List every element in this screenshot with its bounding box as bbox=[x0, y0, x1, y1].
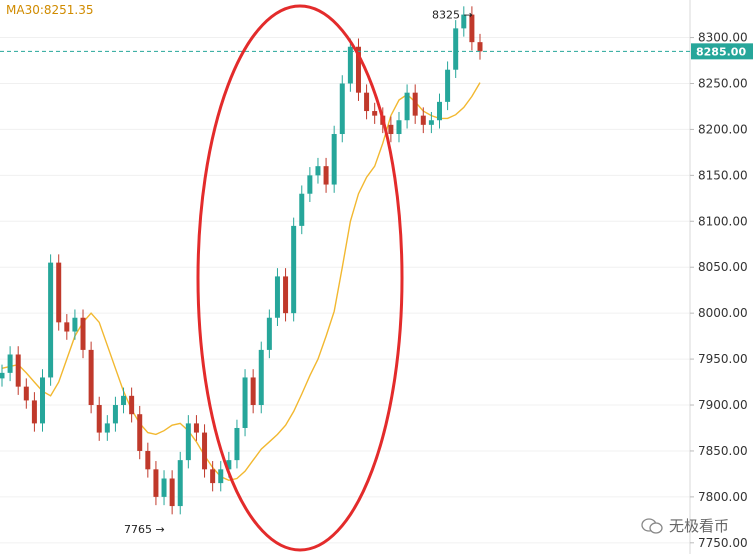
candle-body bbox=[396, 120, 402, 135]
candle-body bbox=[404, 92, 410, 121]
annotations: 7765 → 8325 → bbox=[124, 9, 473, 536]
candle-body bbox=[161, 478, 167, 497]
candle-body bbox=[372, 111, 378, 116]
candle-body bbox=[339, 83, 345, 135]
low-annotation: 7765 → bbox=[124, 523, 165, 536]
candle-body bbox=[477, 42, 483, 52]
candle-body bbox=[283, 276, 289, 314]
y-tick-label: 7850.00 bbox=[698, 444, 748, 458]
candle-body bbox=[250, 377, 256, 406]
candle-body bbox=[331, 134, 337, 185]
highlight-ellipse bbox=[196, 4, 404, 552]
candle-body bbox=[323, 166, 329, 185]
candle-body bbox=[299, 193, 305, 226]
candle-body bbox=[137, 414, 143, 451]
candle-body bbox=[428, 120, 434, 125]
ma30-line bbox=[1, 82, 481, 482]
candle-body bbox=[226, 460, 232, 470]
y-tick-label: 8300.00 bbox=[698, 31, 748, 45]
candle-body bbox=[48, 262, 54, 378]
high-annotation: 8325 → bbox=[432, 9, 473, 22]
candle-body bbox=[121, 395, 127, 406]
candle-body bbox=[274, 276, 280, 318]
candle-body bbox=[40, 377, 46, 424]
candle-body bbox=[218, 469, 224, 484]
candle-body bbox=[412, 92, 418, 116]
y-tick-label: 8050.00 bbox=[698, 260, 748, 274]
candles bbox=[0, 6, 483, 515]
watermark-text: 无极看币 bbox=[668, 517, 729, 535]
candle-body bbox=[445, 69, 451, 102]
candle-body bbox=[193, 423, 199, 433]
grid bbox=[0, 37, 690, 544]
candle-body bbox=[185, 423, 191, 461]
y-tick-label: 7750.00 bbox=[698, 536, 748, 550]
candle-body bbox=[291, 225, 297, 314]
y-tick-label: 8150.00 bbox=[698, 168, 748, 182]
candle-body bbox=[436, 101, 442, 121]
y-tick-label: 8250.00 bbox=[698, 76, 748, 90]
candle-body bbox=[169, 478, 175, 507]
ma-layer bbox=[1, 82, 481, 482]
price-axis: 7750.00 7800.00 7850.00 7900.00 7950.00 8000.… bbox=[689, 0, 748, 554]
candle-body bbox=[315, 166, 321, 176]
candle-body bbox=[0, 372, 5, 379]
candle-body bbox=[266, 317, 272, 350]
candle-body bbox=[56, 262, 62, 323]
y-tick-label: 7900.00 bbox=[698, 398, 748, 412]
candle-body bbox=[104, 423, 110, 433]
candle-body bbox=[364, 92, 370, 112]
candle-body bbox=[145, 450, 151, 470]
candle-body bbox=[388, 124, 394, 135]
watermark: 无极看币 bbox=[641, 515, 729, 536]
candle-body bbox=[307, 175, 313, 194]
y-tick-label: 8000.00 bbox=[698, 306, 748, 320]
candle-body bbox=[242, 377, 248, 428]
candle-body bbox=[31, 400, 37, 424]
candle-body bbox=[355, 46, 361, 93]
candle-body bbox=[72, 317, 78, 332]
candle-body bbox=[23, 386, 29, 401]
candle-body bbox=[88, 349, 94, 406]
candle-body bbox=[258, 349, 264, 406]
candle-body bbox=[64, 322, 70, 332]
candle-body bbox=[234, 427, 240, 461]
candle-body bbox=[153, 469, 159, 497]
candle-body bbox=[129, 395, 135, 415]
candle-body bbox=[15, 354, 21, 387]
candle-body bbox=[112, 405, 118, 424]
candle-body bbox=[453, 28, 459, 70]
current-price-line: 8285.00 bbox=[0, 43, 753, 60]
candle-body bbox=[347, 46, 353, 84]
current-price-badge-bg bbox=[691, 43, 753, 60]
current-price-value: 8285.00 bbox=[696, 45, 746, 58]
candle-body bbox=[210, 469, 216, 484]
y-tick-label: 7950.00 bbox=[698, 352, 748, 366]
y-tick-label: 8100.00 bbox=[698, 214, 748, 228]
candle-body bbox=[469, 14, 475, 43]
candle-body bbox=[420, 115, 426, 125]
current-price-badge: 8285.00 bbox=[691, 43, 753, 60]
y-tick-label: 7800.00 bbox=[698, 490, 748, 504]
candle-body bbox=[202, 432, 208, 470]
candle-body bbox=[461, 14, 467, 29]
ma30-label: MA30:8251.35 bbox=[6, 3, 94, 17]
candle-body bbox=[177, 460, 183, 507]
candle-body bbox=[7, 354, 13, 373]
y-tick-label: 8200.00 bbox=[698, 122, 748, 136]
candle-body bbox=[96, 405, 102, 433]
candle-body bbox=[80, 317, 86, 350]
wechat-icon bbox=[641, 517, 663, 534]
